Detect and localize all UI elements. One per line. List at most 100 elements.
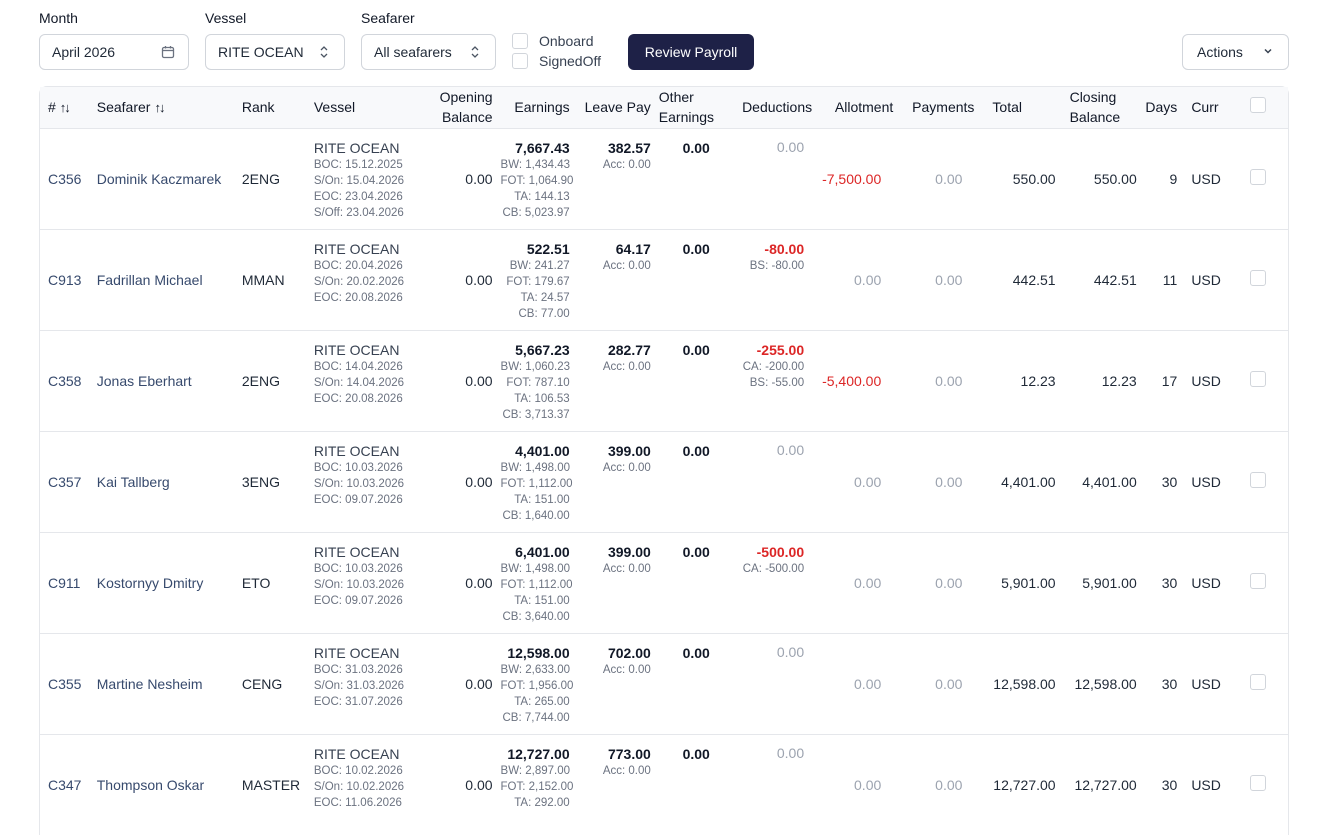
earnings-line: BW: 1,060.23: [500, 360, 571, 373]
earnings-line: CB: 3,640.00: [502, 610, 570, 623]
col-vessel: Vessel: [313, 99, 356, 116]
vessel-date-line: S/On: 10.03.2026: [313, 477, 405, 490]
deduction-line: BS: -80.00: [749, 259, 805, 272]
row-select[interactable]: [1228, 128, 1288, 229]
earnings-line: CB: 5,023.97: [502, 206, 570, 219]
rank: 2ENG: [241, 372, 280, 389]
actions-dropdown[interactable]: Actions: [1182, 34, 1289, 70]
table-row[interactable]: C356 Dominik Kaczmarek 2ENG RITE OCEAN B…: [40, 128, 1288, 229]
vessel-date-line: S/On: 31.03.2026: [313, 679, 405, 692]
earnings-line: FOT: 1,064.90: [500, 174, 574, 187]
row-checkbox[interactable]: [1249, 472, 1266, 488]
earnings-line: FOT: 179.67: [506, 275, 570, 288]
row-checkbox[interactable]: [1249, 270, 1266, 286]
col-other-line2: Earnings: [658, 109, 715, 126]
opening-balance: 0.00: [465, 776, 493, 793]
row-checkbox[interactable]: [1249, 169, 1266, 185]
vessel-name: RITE OCEAN: [313, 341, 400, 358]
table-row[interactable]: C347 Thompson Oskar MASTER RITE OCEAN BO…: [40, 734, 1288, 835]
earnings-cell: 522.51 BW: 241.27 FOT: 179.67 TA: 24.57 CB:…: [497, 229, 574, 330]
days: 30: [1161, 776, 1178, 793]
seafarer-name[interactable]: Fadrillan Michael: [96, 271, 203, 288]
table-row[interactable]: C357 Kai Tallberg 3ENG RITE OCEAN BOC: 1…: [40, 431, 1288, 532]
onboard-checkbox[interactable]: [512, 33, 528, 49]
vessel-details: BOC: 10.02.2026 S/On: 10.02.2026 EOC: 11.0…: [314, 763, 412, 811]
closing-balance: 12.23: [1101, 372, 1137, 389]
row-select[interactable]: [1228, 633, 1288, 734]
other-earnings-value: 0.00: [682, 139, 710, 156]
row-checkbox[interactable]: [1249, 775, 1266, 792]
seafarer-name[interactable]: Martine Nesheim: [96, 675, 203, 692]
signedoff-label: SignedOff: [539, 53, 602, 69]
earnings-breakdown: BW: 1,434.43 FOT: 1,064.90 TA: 144.13 CB: 5…: [500, 157, 574, 221]
other-earnings-value: 0.00: [682, 442, 710, 459]
vessel-date-line: S/On: 20.02.2026: [313, 275, 405, 288]
deductions-total: 0.00: [776, 138, 805, 155]
closing-balance: 12,598.00: [1074, 675, 1137, 692]
leave-pay-cell: 382.57 Acc: 0.00: [574, 128, 655, 229]
other-earnings-value: 0.00: [682, 644, 710, 661]
earnings-breakdown: BW: 241.27 FOT: 179.67 TA: 24.57 CB: 77.00: [501, 258, 570, 322]
total: 12.23: [1020, 372, 1056, 389]
col-select-all[interactable]: [1228, 87, 1288, 128]
seafarer-name[interactable]: Jonas Eberhart: [96, 372, 192, 389]
seafarer-name[interactable]: Kostornyy Dmitry: [96, 574, 204, 591]
select-all-checkbox[interactable]: [1249, 96, 1266, 113]
seafarer-name[interactable]: Kai Tallberg: [96, 473, 170, 490]
seafarer-name[interactable]: Dominik Kaczmarek: [96, 170, 222, 187]
row-checkbox[interactable]: [1249, 371, 1266, 387]
table-row[interactable]: C913 Fadrillan Michael MMAN RITE OCEAN B…: [40, 229, 1288, 330]
month-picker[interactable]: April 2026: [39, 34, 189, 70]
vessel-date-line: BOC: 10.03.2026: [313, 461, 403, 474]
opening-balance: 0.00: [465, 372, 493, 389]
deduction-line: BS: -55.00: [749, 376, 805, 389]
earnings-breakdown: BW: 2,897.00 FOT: 2,152.00 TA: 292.00: [501, 763, 574, 811]
row-checkbox[interactable]: [1249, 674, 1266, 690]
earnings-line: TA: 292.00: [514, 796, 570, 809]
opening-balance: 0.00: [465, 473, 493, 490]
leave-pay-cell: 399.00 Acc: 0.00: [574, 532, 655, 633]
leave-pay-cell: 702.00 Acc: 0.00: [574, 633, 655, 734]
row-select[interactable]: [1228, 229, 1288, 330]
col-rank: Rank: [241, 99, 275, 116]
onboard-label: Onboard: [539, 33, 594, 49]
row-select[interactable]: [1228, 734, 1288, 835]
deductions-total: 0.00: [776, 441, 805, 458]
row-select[interactable]: [1228, 330, 1288, 431]
currency: USD: [1191, 271, 1221, 288]
vessel-select[interactable]: RITE OCEAN: [205, 34, 345, 70]
seafarer-select[interactable]: All seafarers: [361, 34, 496, 70]
table-row[interactable]: C911 Kostornyy Dmitry ETO RITE OCEAN BOC…: [40, 532, 1288, 633]
col-number[interactable]: # ↑↓: [40, 87, 93, 128]
seafarer-id: C913: [48, 271, 82, 288]
earnings-total: 7,667.43: [515, 139, 570, 156]
row-select[interactable]: [1228, 532, 1288, 633]
review-payroll-button[interactable]: Review Payroll: [628, 34, 754, 70]
vessel-details: BOC: 14.04.2026 S/On: 14.04.2026 EOC: 20.0…: [314, 359, 412, 407]
col-total: Total: [992, 99, 1022, 116]
table-row[interactable]: C355 Martine Nesheim CENG RITE OCEAN BOC…: [40, 633, 1288, 734]
vessel-date-line: BOC: 20.04.2026: [313, 259, 403, 272]
col-seafarer[interactable]: Seafarer ↑↓: [93, 87, 238, 128]
rank: CENG: [241, 675, 283, 692]
row-select[interactable]: [1228, 431, 1288, 532]
signedoff-checkbox[interactable]: [512, 53, 528, 69]
seafarer-name[interactable]: Thompson Oskar: [96, 776, 205, 793]
earnings-cell: 6,401.00 BW: 1,498.00 FOT: 1,112.00 TA: 15…: [497, 532, 574, 633]
leave-accrued: Acc: 0.00: [602, 562, 651, 575]
signedoff-filter[interactable]: SignedOff: [512, 53, 601, 69]
earnings-total: 12,727.00: [507, 745, 570, 762]
payments: 0.00: [935, 574, 963, 591]
leave-accrued: Acc: 0.00: [602, 360, 651, 373]
earnings-line: CB: 1,640.00: [502, 509, 570, 522]
row-checkbox[interactable]: [1249, 573, 1266, 589]
table-row[interactable]: C358 Jonas Eberhart 2ENG RITE OCEAN BOC:…: [40, 330, 1288, 431]
vessel-date-line: S/On: 15.04.2026: [313, 174, 405, 187]
days: 11: [1162, 271, 1178, 288]
onboard-filter[interactable]: Onboard: [512, 33, 593, 49]
earnings-total: 4,401.00: [515, 442, 570, 459]
earnings-line: TA: 24.57: [520, 291, 570, 304]
closing-balance: 4,401.00: [1082, 473, 1137, 490]
rank: 3ENG: [241, 473, 280, 490]
col-number-label: #: [48, 98, 56, 115]
